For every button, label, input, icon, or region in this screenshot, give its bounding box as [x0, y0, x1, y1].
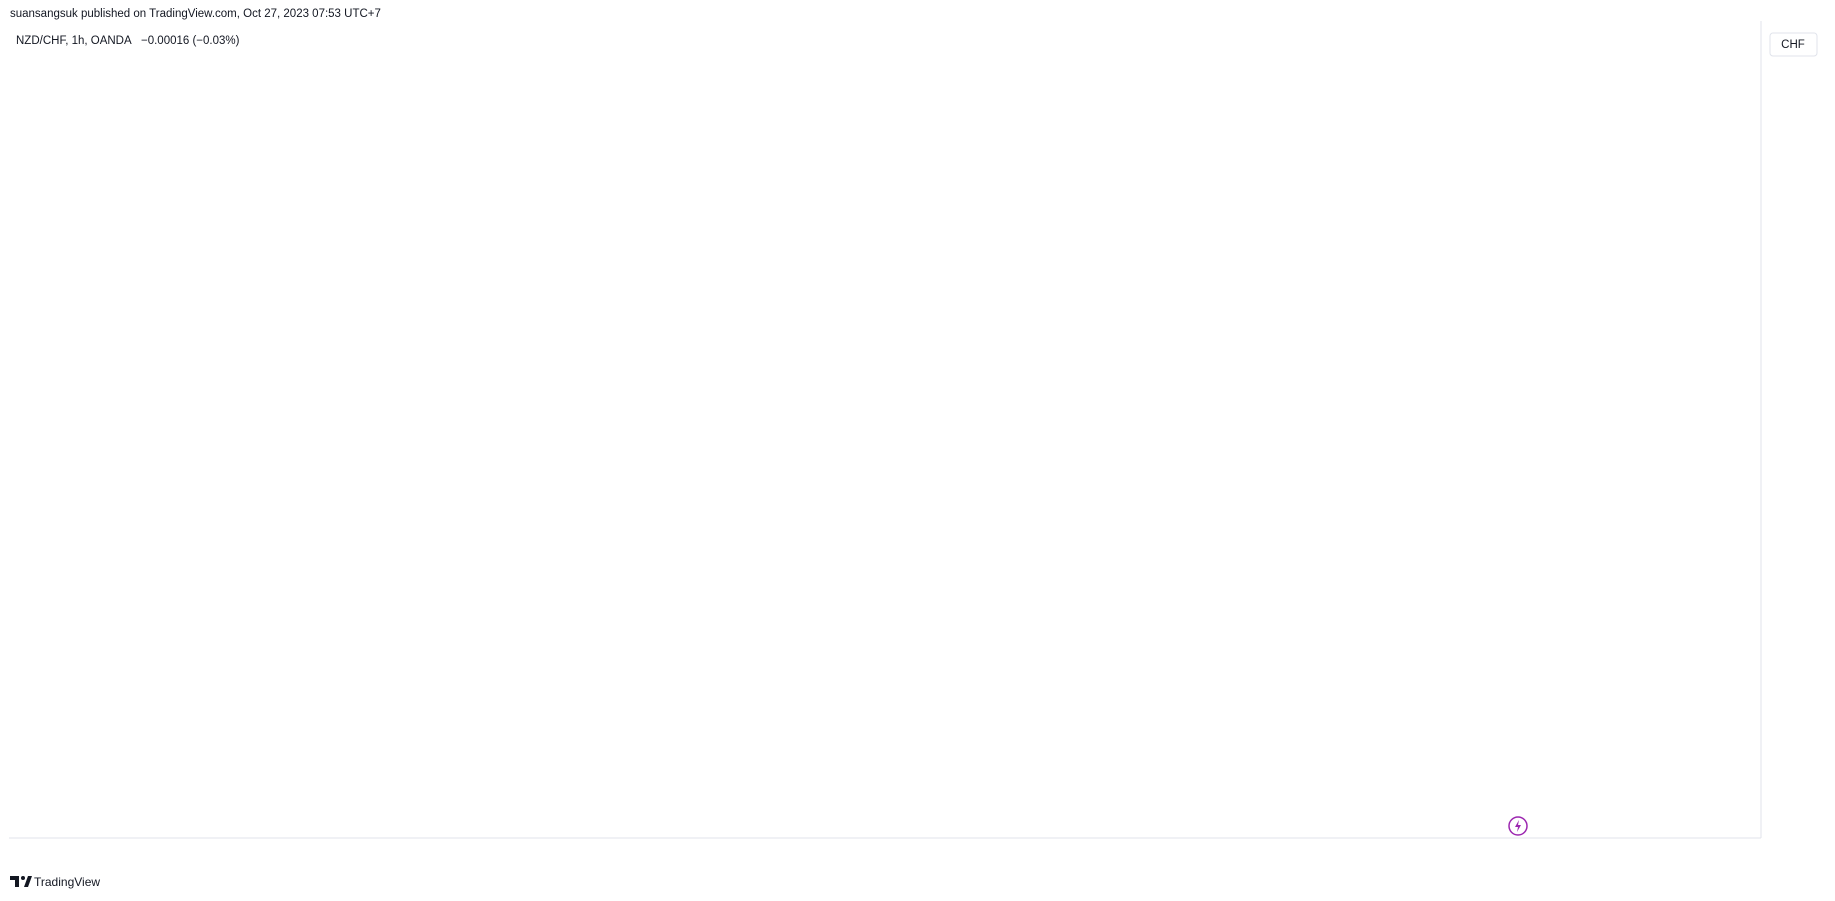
symbol-legend: NZD/CHF, 1h, OANDA	[16, 35, 132, 47]
currency-label: CHF	[1781, 39, 1805, 51]
brand-name: TradingView	[34, 875, 100, 889]
brand-logo	[10, 876, 32, 887]
price-change: −0.00016 (−0.03%)	[141, 35, 240, 47]
publisher-line: suansangsuk published on TradingView.com…	[10, 8, 381, 20]
lightning-icon[interactable]	[1508, 816, 1528, 836]
currency-button[interactable]	[1769, 32, 1818, 57]
